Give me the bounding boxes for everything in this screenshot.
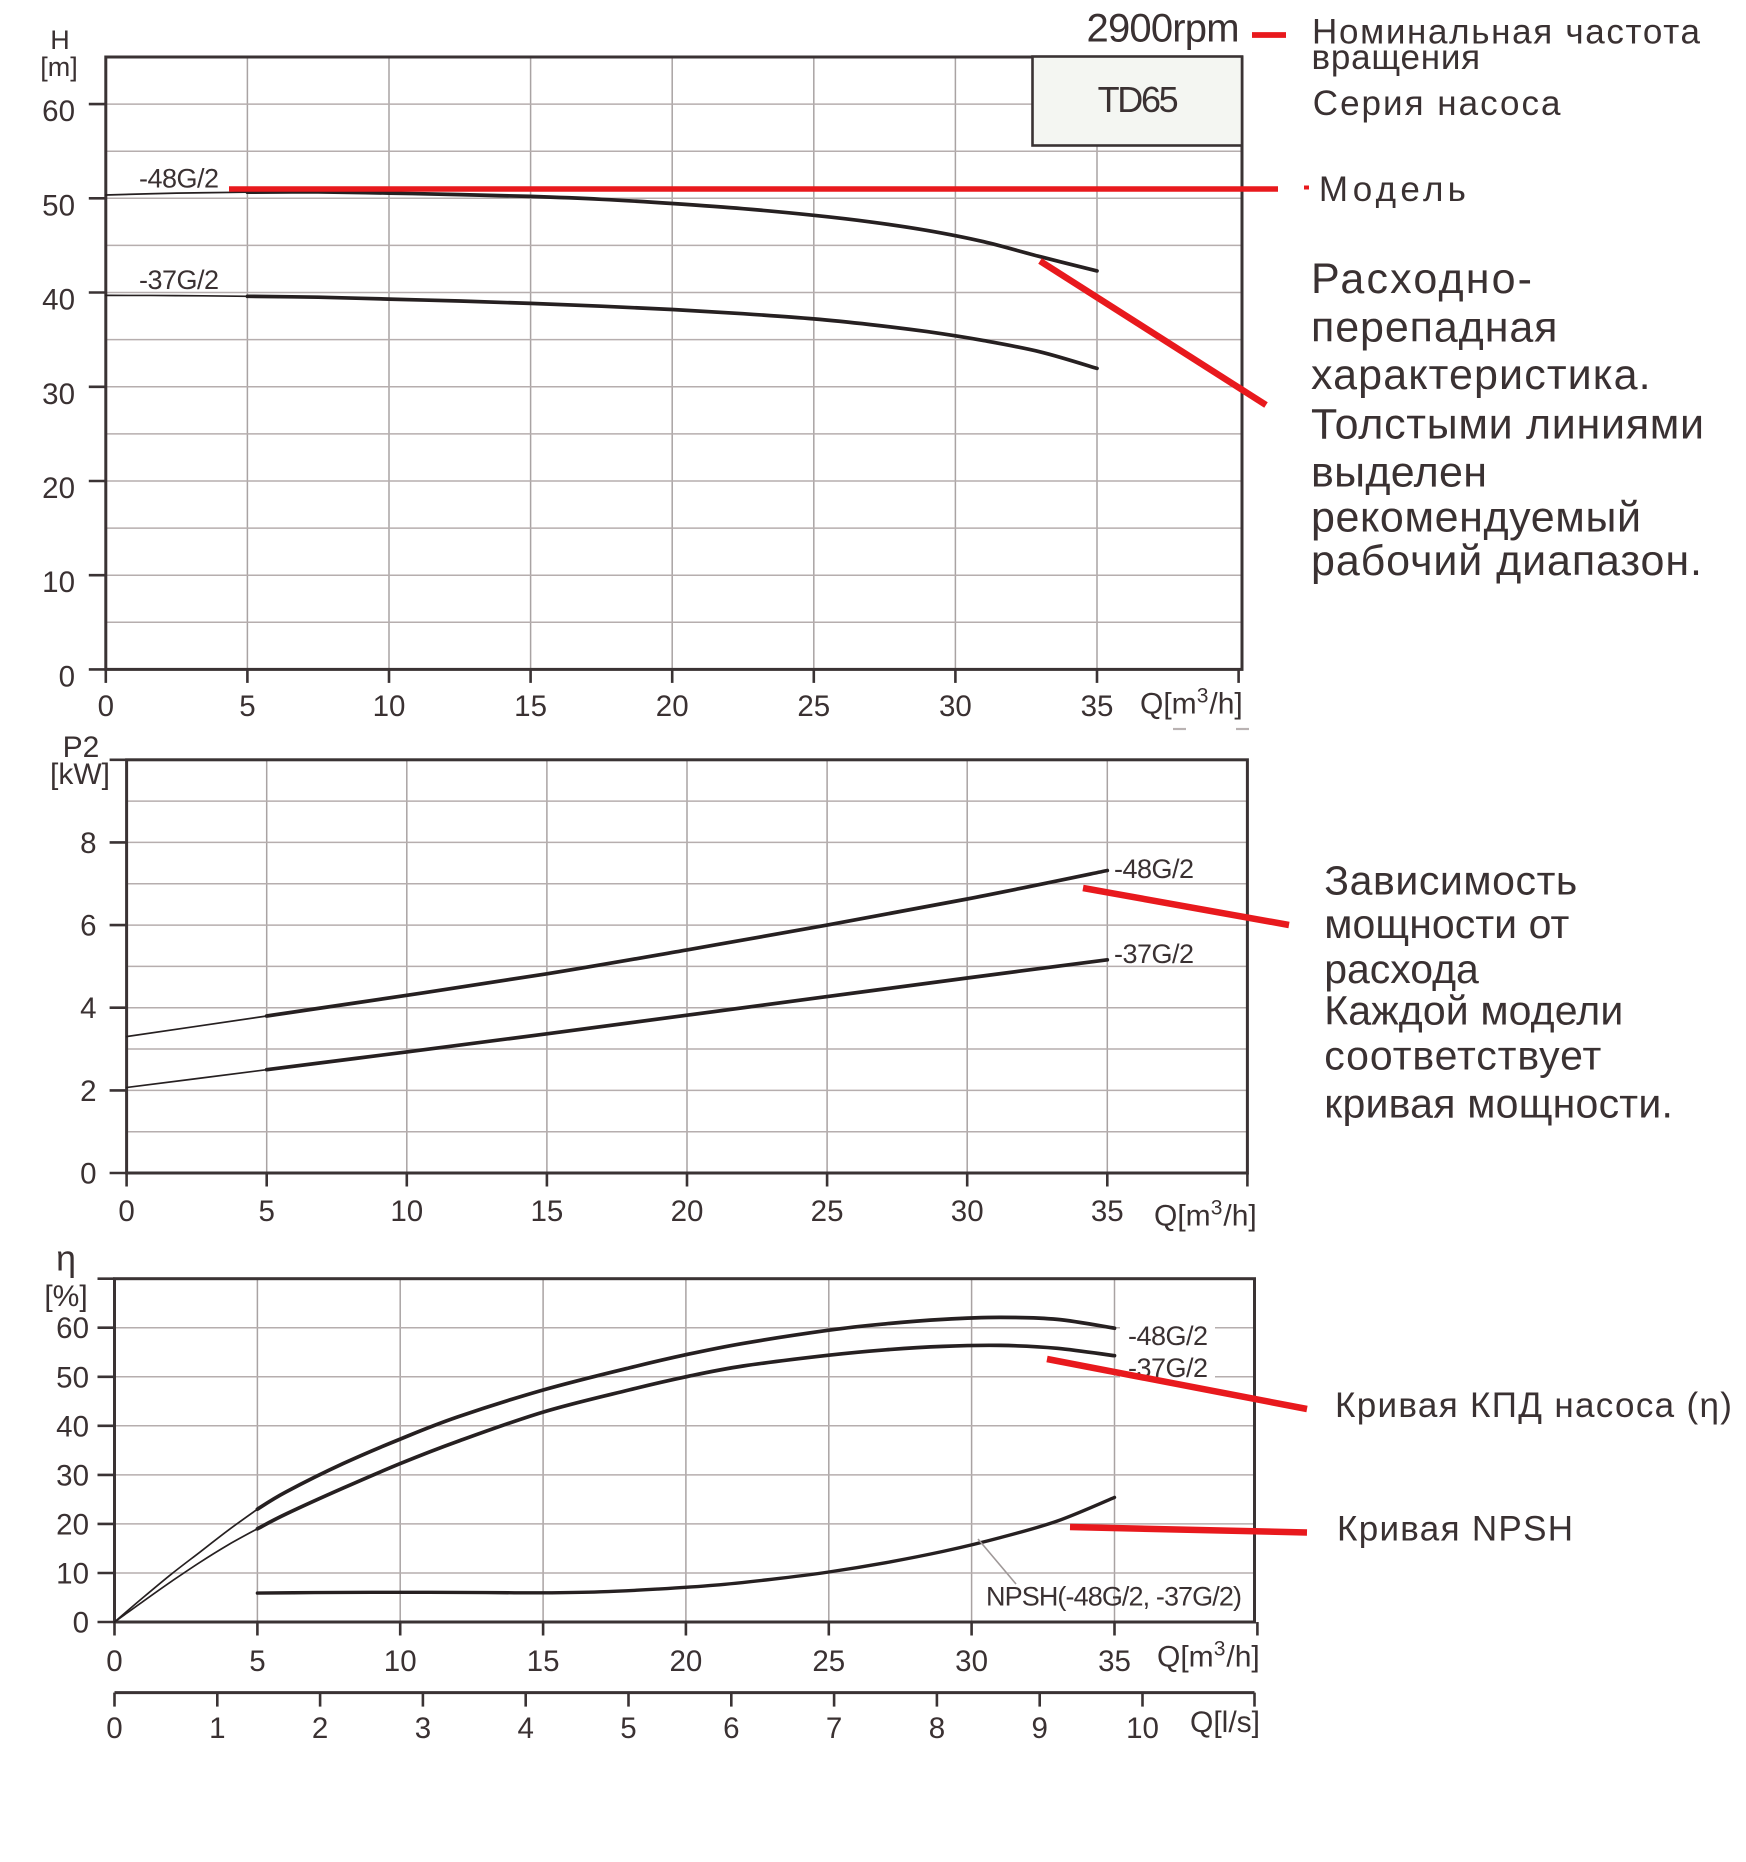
svg-text:6: 6 xyxy=(80,910,96,943)
svg-text:характеристика.: характеристика. xyxy=(1311,351,1652,399)
svg-text:20: 20 xyxy=(56,1508,89,1541)
svg-text:расхода: расхода xyxy=(1324,946,1479,992)
svg-text:Q[l/s]: Q[l/s] xyxy=(1190,1706,1260,1739)
svg-text:5: 5 xyxy=(258,1195,274,1228)
svg-text:10: 10 xyxy=(1126,1712,1159,1745)
svg-text:P2: P2 xyxy=(63,731,100,764)
svg-text:Q[m: Q[m xyxy=(1157,1641,1214,1674)
svg-text:20: 20 xyxy=(669,1645,702,1678)
svg-text:4: 4 xyxy=(80,992,96,1025)
svg-text:30: 30 xyxy=(939,690,972,723)
svg-text:10: 10 xyxy=(390,1195,423,1228)
svg-text:0: 0 xyxy=(98,690,114,723)
svg-text:10: 10 xyxy=(373,690,406,723)
svg-text:8: 8 xyxy=(80,827,96,860)
svg-text:выделен: выделен xyxy=(1311,449,1487,497)
svg-text:Расходно-: Расходно- xyxy=(1311,255,1534,303)
svg-text:-48G/2: -48G/2 xyxy=(1114,854,1193,884)
svg-text:вращения: вращения xyxy=(1312,38,1481,77)
svg-text:/h]: /h] xyxy=(1223,1200,1256,1233)
svg-text:Толстыми линиями: Толстыми линиями xyxy=(1311,401,1705,449)
svg-text:3: 3 xyxy=(415,1712,431,1745)
svg-text:8: 8 xyxy=(929,1712,945,1745)
svg-text:35: 35 xyxy=(1098,1645,1131,1678)
svg-text:-48G/2: -48G/2 xyxy=(139,164,218,194)
svg-text:Каждой модели: Каждой модели xyxy=(1324,988,1623,1034)
svg-text:30: 30 xyxy=(955,1645,988,1678)
svg-text:TD65: TD65 xyxy=(1098,79,1178,120)
svg-text:10: 10 xyxy=(384,1645,417,1678)
svg-text:Q[m: Q[m xyxy=(1154,1200,1211,1233)
svg-text:50: 50 xyxy=(42,189,75,222)
svg-text:0: 0 xyxy=(118,1195,134,1228)
svg-text:0: 0 xyxy=(80,1158,96,1191)
svg-text:Модель: Модель xyxy=(1319,170,1470,209)
svg-text:Кривая КПД насоса (η): Кривая КПД насоса (η) xyxy=(1335,1386,1733,1425)
svg-text:H: H xyxy=(50,25,70,55)
svg-text:Кривая NPSH: Кривая NPSH xyxy=(1337,1510,1574,1549)
svg-text:40: 40 xyxy=(42,284,75,317)
svg-text:соответствует: соответствует xyxy=(1324,1033,1602,1079)
svg-text:-48G/2: -48G/2 xyxy=(1128,1321,1207,1351)
svg-text:0: 0 xyxy=(73,1607,89,1640)
svg-text:0: 0 xyxy=(106,1645,122,1678)
svg-text:0: 0 xyxy=(59,660,75,693)
svg-text:5: 5 xyxy=(239,690,255,723)
svg-text:Номинальная частота: Номинальная частота xyxy=(1312,12,1702,51)
svg-text:0: 0 xyxy=(106,1712,122,1745)
svg-text:15: 15 xyxy=(530,1195,563,1228)
svg-text:мощности от: мощности от xyxy=(1324,901,1569,947)
svg-text:[kW]: [kW] xyxy=(50,758,110,791)
svg-text:NPSH(-48G/2, -37G/2): NPSH(-48G/2, -37G/2) xyxy=(986,1582,1241,1612)
svg-text:[%]: [%] xyxy=(44,1280,87,1313)
svg-text:30: 30 xyxy=(951,1195,984,1228)
svg-text:перепадная: перепадная xyxy=(1311,304,1558,352)
svg-text:/h]: /h] xyxy=(1209,688,1242,721)
svg-text:2: 2 xyxy=(80,1075,96,1108)
svg-text:20: 20 xyxy=(656,690,689,723)
svg-text:-37G/2: -37G/2 xyxy=(1114,939,1193,969)
svg-text:20: 20 xyxy=(671,1195,704,1228)
svg-text:35: 35 xyxy=(1081,690,1114,723)
svg-text:25: 25 xyxy=(811,1195,844,1228)
svg-text:30: 30 xyxy=(56,1459,89,1492)
svg-text:Зависимость: Зависимость xyxy=(1324,858,1578,904)
svg-text:10: 10 xyxy=(42,566,75,599)
svg-text:9: 9 xyxy=(1031,1712,1047,1745)
svg-text:1: 1 xyxy=(209,1712,225,1745)
svg-text:3: 3 xyxy=(1211,1197,1223,1220)
svg-text:2900rpm: 2900rpm xyxy=(1087,7,1239,51)
svg-text:Q[m: Q[m xyxy=(1140,688,1197,721)
svg-text:/h]: /h] xyxy=(1226,1641,1259,1674)
svg-text:3: 3 xyxy=(1197,685,1209,708)
svg-text:50: 50 xyxy=(56,1361,89,1394)
svg-text:5: 5 xyxy=(620,1712,636,1745)
svg-text:60: 60 xyxy=(42,95,75,128)
svg-text:20: 20 xyxy=(42,472,75,505)
svg-text:35: 35 xyxy=(1091,1195,1124,1228)
svg-text:40: 40 xyxy=(56,1410,89,1443)
svg-text:6: 6 xyxy=(723,1712,739,1745)
svg-text:-37G/2: -37G/2 xyxy=(139,265,218,295)
svg-text:60: 60 xyxy=(56,1312,89,1345)
svg-text:7: 7 xyxy=(826,1712,842,1745)
svg-text:2: 2 xyxy=(312,1712,328,1745)
svg-text:4: 4 xyxy=(517,1712,533,1745)
svg-text:кривая мощности.: кривая мощности. xyxy=(1324,1081,1673,1127)
svg-text:3: 3 xyxy=(1214,1638,1226,1661)
svg-text:5: 5 xyxy=(249,1645,265,1678)
svg-text:рекомендуемый: рекомендуемый xyxy=(1311,494,1642,542)
svg-text:η: η xyxy=(56,1238,76,1279)
svg-text:10: 10 xyxy=(56,1558,89,1591)
svg-text:25: 25 xyxy=(797,690,830,723)
svg-text:Серия насоса: Серия насоса xyxy=(1313,84,1563,123)
svg-text:[m]: [m] xyxy=(40,52,78,82)
svg-text:25: 25 xyxy=(812,1645,845,1678)
svg-text:15: 15 xyxy=(514,690,547,723)
svg-text:15: 15 xyxy=(527,1645,560,1678)
svg-text:рабочий диапазон.: рабочий диапазон. xyxy=(1311,537,1703,585)
svg-text:30: 30 xyxy=(42,378,75,411)
